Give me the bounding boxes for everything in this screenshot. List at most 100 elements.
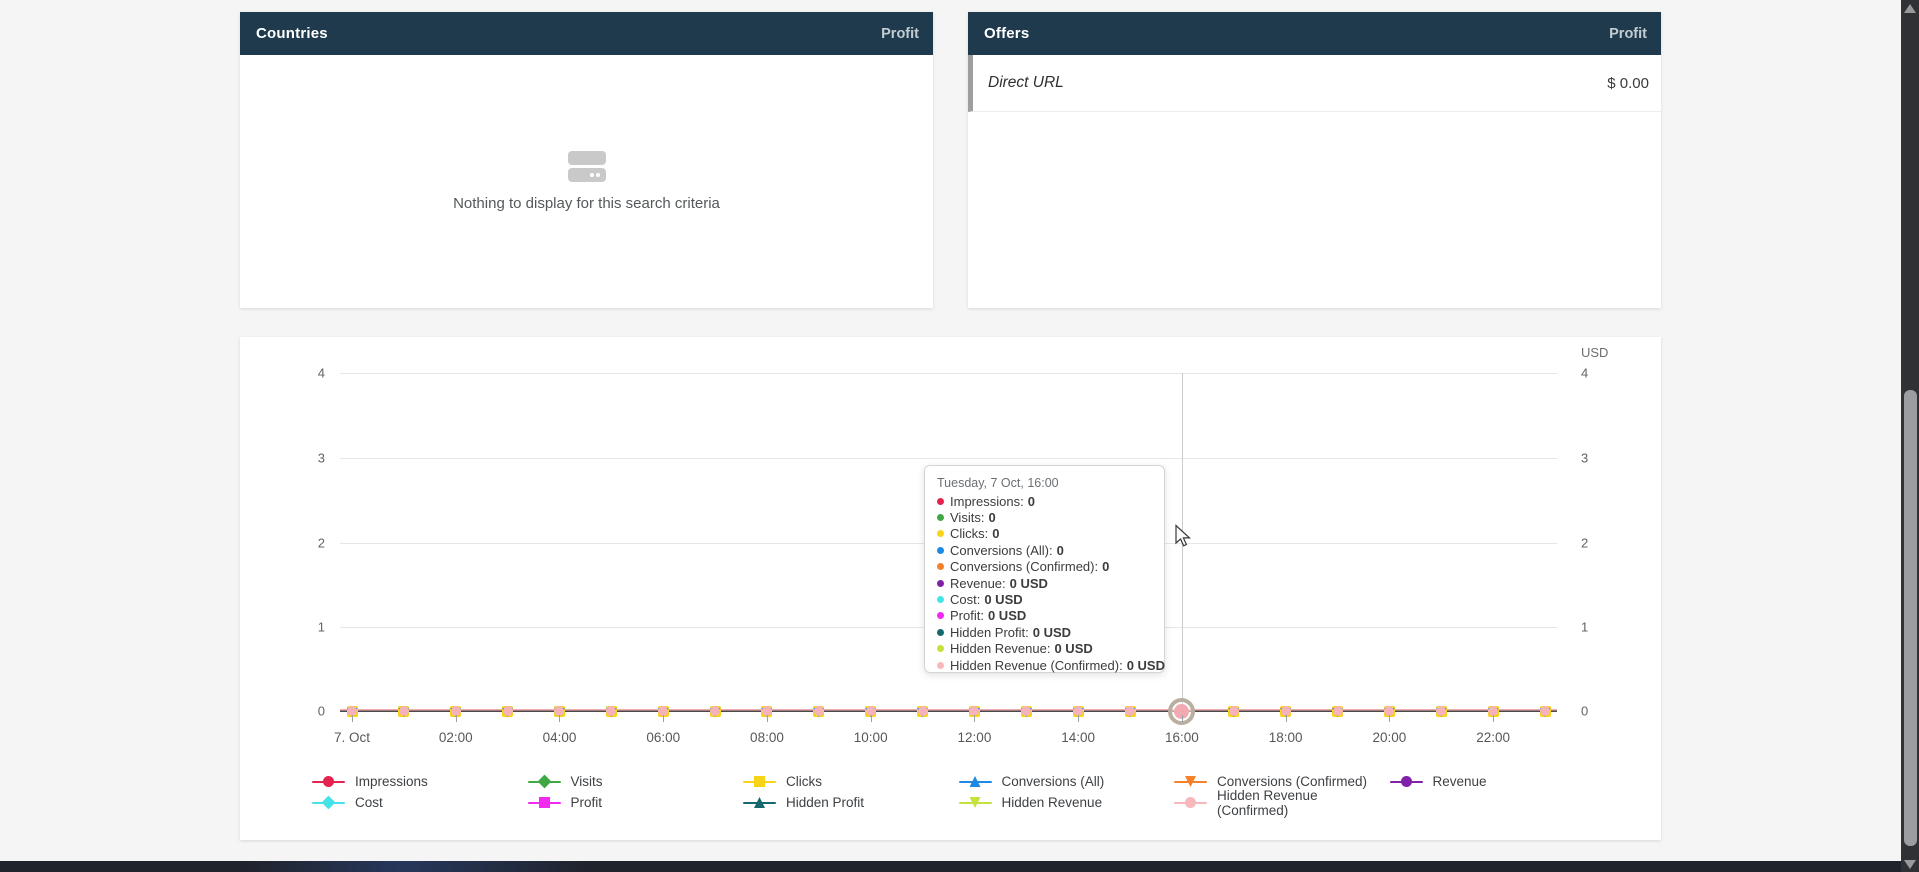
scrollbar-up-arrow-icon[interactable] [1904, 4, 1916, 13]
legend-label: Cost [355, 795, 383, 810]
legend-marker-shape [969, 776, 981, 787]
legend-marker-shape [537, 774, 551, 789]
legend-item-hidden-revenue[interactable]: Hidden Revenue [958, 794, 1175, 811]
legend-label: Conversions (Confirmed) [1217, 774, 1368, 789]
scrollbar-thumb[interactable] [1903, 390, 1917, 846]
legend-item-visits[interactable]: Visits [527, 773, 744, 790]
point-marker [554, 706, 565, 716]
legend-item-hidden-profit[interactable]: Hidden Profit [743, 794, 959, 811]
tooltip-row-conversions-confirmed: Conversions (Confirmed): 0 [937, 559, 1152, 575]
legend-label: Hidden Revenue [1001, 795, 1103, 810]
chart-tooltip: Tuesday, 7 Oct, 16:00 Impressions: 0 Visit… [924, 465, 1165, 673]
x-axis-tick [559, 715, 561, 722]
x-axis-label: 12:00 [957, 730, 992, 745]
legend-item-profit[interactable]: Profit [527, 794, 744, 811]
x-axis-tick [766, 715, 768, 722]
offers-panel-header: Offers Profit [968, 12, 1661, 55]
legend-label: Visits [570, 774, 603, 789]
square-legend-marker-icon [743, 775, 776, 788]
legend-item-clicks[interactable]: Clicks [743, 773, 959, 790]
tooltip-series-label: Hidden Profit: [950, 624, 1029, 640]
y-axis-tick-left: 0 [317, 703, 325, 719]
x-axis-tick [455, 715, 457, 722]
y-axis-tick-right: 1 [1581, 619, 1589, 635]
legend-item-impressions[interactable]: Impressions [312, 773, 528, 790]
y-axis-tick-right: 0 [1581, 703, 1589, 719]
tooltip-row-impressions: Impressions: 0 [937, 493, 1152, 509]
countries-panel-title: Countries [256, 25, 328, 42]
tooltip-series-label: Conversions (Confirmed): [950, 559, 1099, 575]
legend-item-revenue[interactable]: Revenue [1389, 773, 1606, 790]
x-axis-label: 02:00 [438, 730, 473, 745]
point-marker [398, 706, 409, 716]
gridline [340, 458, 1557, 459]
chart-legend: Impressions Visits Clicks Conversions (All)… [312, 773, 1606, 818]
point-marker [969, 706, 980, 716]
tooltip-row-revenue: Revenue: 0 USD [937, 575, 1152, 591]
x-axis-tick [1285, 715, 1287, 722]
x-axis-label: 04:00 [542, 730, 577, 745]
currency-axis-label: USD [1581, 345, 1609, 360]
scrollbar-down-arrow-icon[interactable] [1904, 860, 1916, 869]
point-marker [710, 706, 721, 716]
tooltip-series-bullet [937, 661, 944, 669]
tooltip-series-label: Cost: [950, 592, 981, 608]
tooltip-series-label: Clicks: [950, 526, 989, 542]
tooltip-series-bullet [937, 546, 944, 554]
tooltip-series-value: 0 [1102, 559, 1110, 575]
tooltip-series-label: Revenue: [950, 575, 1006, 591]
countries-empty-message: Nothing to display for this search crite… [453, 195, 720, 212]
point-marker [1280, 706, 1291, 716]
page-scrollbar[interactable] [1901, 0, 1919, 872]
legend-label: Profit [570, 795, 603, 810]
triangle-up-legend-marker-icon [958, 775, 992, 788]
point-marker [761, 706, 772, 716]
legend-label: Hidden Profit [786, 795, 865, 810]
tooltip-series-bullet [937, 579, 944, 587]
square-legend-marker-icon [527, 796, 561, 809]
circle-legend-marker-icon [1174, 796, 1207, 809]
y-axis-tick-left: 4 [317, 365, 325, 381]
x-axis-label: 14:00 [1061, 730, 1096, 745]
y-axis-tick-left: 3 [317, 450, 325, 466]
tooltip-series-bullet [937, 514, 944, 522]
no-data-server-icon [567, 151, 606, 185]
x-axis-label: 22:00 [1476, 730, 1511, 745]
tooltip-series-value: 0 [988, 510, 996, 526]
tooltip-date: Tuesday, 7 Oct, 16:00 [937, 476, 1059, 490]
countries-profit-column-label[interactable]: Profit [881, 25, 919, 42]
offer-row-direct-url[interactable]: Direct URL $ 0.00 [968, 55, 1661, 112]
legend-marker-shape [1400, 776, 1412, 787]
legend-marker-shape [754, 776, 765, 787]
tooltip-series-value: 0 [1056, 542, 1064, 558]
point-marker [813, 706, 824, 716]
legend-item-conversions-confirmed[interactable]: Conversions (Confirmed) [1174, 773, 1390, 790]
x-axis-label: 16:00 [1165, 730, 1199, 745]
x-axis-tick [1389, 715, 1391, 722]
tooltip-series-value: 0 USD [984, 592, 1023, 608]
tooltip-series-bullet [937, 497, 944, 505]
offers-panel-title: Offers [984, 25, 1030, 42]
point-marker [606, 706, 617, 716]
tooltip-row-visits: Visits: 0 [937, 509, 1152, 525]
legend-item-conversions-all[interactable]: Conversions (All) [958, 773, 1175, 790]
legend-item-hidden-revenue-confirmed[interactable]: Hidden Revenue (Confirmed) [1174, 788, 1390, 818]
tooltip-series-value: 0 USD [1032, 624, 1072, 640]
offers-profit-column-label[interactable]: Profit [1609, 25, 1647, 42]
tooltip-series-label: Impressions: [950, 493, 1024, 509]
diamond-legend-marker-icon [527, 774, 561, 789]
point-marker [450, 706, 461, 716]
tooltip-series-label: Profit: [950, 608, 984, 624]
x-axis-label: 10:00 [853, 730, 888, 745]
legend-item-cost[interactable]: Cost [312, 794, 528, 811]
countries-panel-header: Countries Profit [240, 12, 933, 55]
zero-value-series-line [340, 709, 1557, 712]
point-marker [1332, 706, 1343, 716]
tooltip-row-hidden-profit: Hidden Profit: 0 USD [937, 624, 1152, 640]
offer-name[interactable]: Direct URL [988, 74, 1064, 91]
point-marker [1488, 706, 1499, 716]
point-marker [502, 706, 513, 716]
legend-marker-shape [323, 776, 334, 787]
